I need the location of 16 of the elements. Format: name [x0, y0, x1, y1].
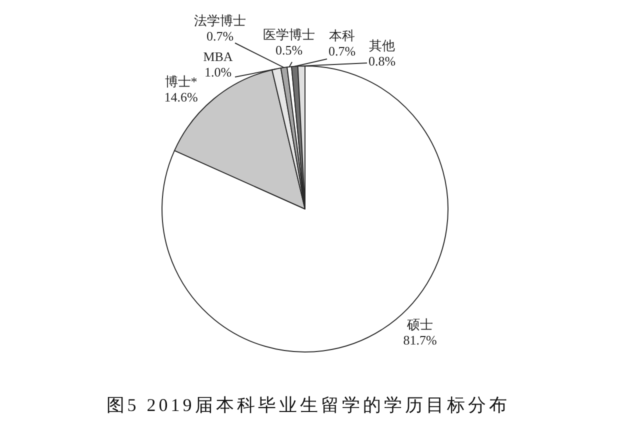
slice-label: 其他 [369, 38, 395, 53]
data-label: 14.6% [164, 90, 198, 104]
data-label: 0.8% [368, 54, 396, 68]
data-label: 0.7% [328, 44, 356, 58]
data-label: 0.5% [275, 42, 303, 58]
data-label: 0.7% [206, 28, 234, 44]
slice-label: 博士* [164, 74, 198, 89]
text: 图5 2019届本科毕业生留学的学历目标分布 [106, 395, 510, 415]
slice-label: MBA [203, 49, 234, 64]
slice-label: 医学博士 [263, 27, 315, 42]
slice-label: 法学博士 [194, 13, 246, 28]
pie-slice [162, 66, 448, 352]
slice-label: 本科 [329, 28, 355, 43]
data-label: 81.7% [403, 332, 437, 348]
data-label: 1.0% [204, 64, 232, 80]
slice-label: 硕士 [406, 317, 433, 332]
